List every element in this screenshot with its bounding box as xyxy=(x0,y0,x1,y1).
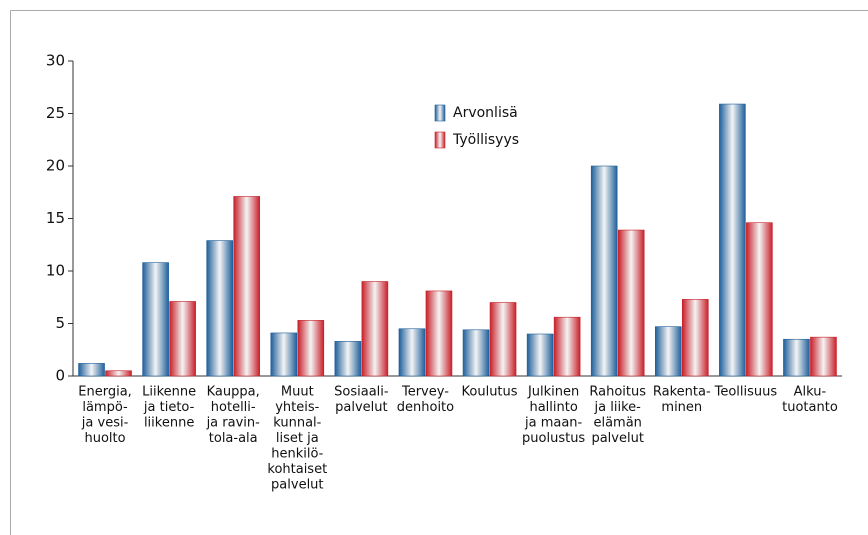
legend-label: Arvonlisä xyxy=(453,105,518,121)
y-tick-label: 10 xyxy=(46,262,65,280)
x-tick-label: Kauppa, xyxy=(207,385,260,400)
x-tick-label: Teollisuus xyxy=(714,385,778,400)
bar xyxy=(270,332,298,377)
x-tick-label: palvelut xyxy=(591,431,643,446)
x-tick-label: ja ravin- xyxy=(206,416,261,431)
legend-swatch xyxy=(434,131,446,149)
x-tick-label: kohtaiset xyxy=(267,462,327,477)
x-tick-label: liikenne xyxy=(144,416,194,431)
x-tick-label: henkilö- xyxy=(271,447,323,462)
x-tick-label: Rakenta- xyxy=(653,385,711,400)
x-tick-label: kunnal- xyxy=(273,416,321,431)
y-tick-label: 20 xyxy=(46,157,65,175)
x-tick-label: Rahoitus xyxy=(589,385,646,400)
x-tick-label: denhoito xyxy=(397,400,454,415)
bar xyxy=(105,370,132,377)
y-tick-label: 5 xyxy=(55,314,65,332)
bar xyxy=(361,281,389,377)
x-tick-label: minen xyxy=(661,400,702,415)
x-tick-label: ja maan- xyxy=(524,416,583,431)
bar xyxy=(654,326,682,377)
x-tick-label: palvelut xyxy=(335,400,387,415)
x-tick-label: Liikenne xyxy=(142,385,196,400)
bar xyxy=(746,222,773,377)
x-tick-label: yhteis- xyxy=(275,400,319,415)
bar xyxy=(489,302,517,377)
bar xyxy=(398,328,426,377)
x-tick-label: hotelli- xyxy=(211,400,256,415)
y-tick-label: 30 xyxy=(46,52,65,70)
x-tick-label: Energia, xyxy=(78,385,132,400)
y-tick-label: 0 xyxy=(55,367,65,385)
bar xyxy=(206,240,234,377)
x-tick-label: ja vesi- xyxy=(81,416,129,431)
bar xyxy=(78,363,105,377)
legend-swatch xyxy=(434,104,446,122)
y-tick-label: 15 xyxy=(46,209,65,227)
bar xyxy=(590,165,618,377)
x-tick-label: tola-ala xyxy=(209,431,258,446)
bar xyxy=(142,262,169,377)
bar xyxy=(425,290,453,377)
x-tick-label: palvelut xyxy=(271,478,323,493)
x-tick-label: hallinto xyxy=(529,400,577,415)
bar xyxy=(810,336,837,377)
x-tick-label: Alku- xyxy=(794,385,827,400)
bar xyxy=(553,316,581,377)
x-tick-label: Julkinen xyxy=(527,385,579,400)
bar xyxy=(526,333,554,377)
bar xyxy=(334,341,362,377)
x-tick-label: huolto xyxy=(84,431,125,446)
bar xyxy=(783,338,810,377)
bar xyxy=(297,320,325,377)
x-tick-label: elämän xyxy=(593,416,641,431)
y-tick-label: 25 xyxy=(46,104,65,122)
x-tick-label: tuotanto xyxy=(782,400,838,415)
bar xyxy=(233,196,261,377)
bar xyxy=(617,229,645,377)
x-tick-label: lämpö- xyxy=(82,400,128,415)
bar xyxy=(462,329,490,377)
x-tick-label: Sosiaali- xyxy=(334,385,389,400)
legend-label: Työllisyys xyxy=(452,132,519,148)
x-tick-label: Muut xyxy=(281,385,314,400)
x-tick-label: ja liike- xyxy=(594,400,642,415)
x-tick-label: liset ja xyxy=(276,431,319,446)
x-tick-label: Tervey- xyxy=(401,385,449,400)
x-tick-label: puolustus xyxy=(522,431,585,446)
x-tick-label: Koulutus xyxy=(462,385,518,400)
bar xyxy=(681,299,709,377)
bar xyxy=(169,301,196,377)
x-tick-label: ja tieto- xyxy=(143,400,195,415)
bar xyxy=(719,103,746,377)
